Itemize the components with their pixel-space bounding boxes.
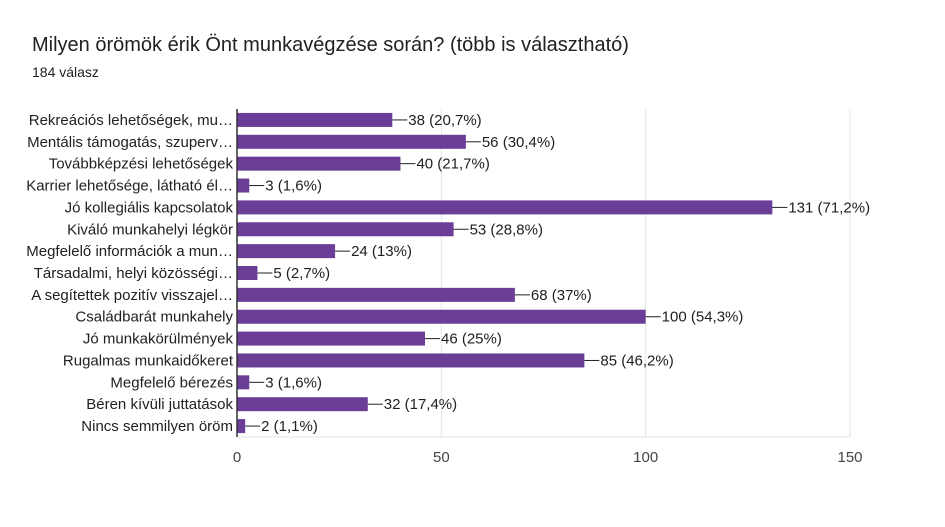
- chart-title: Milyen örömök érik Önt munkavégzése sorá…: [32, 34, 629, 56]
- bar: [237, 287, 515, 302]
- category-label: Kiváló munkahelyi légkör: [67, 221, 233, 238]
- x-tick-label: 0: [233, 449, 241, 466]
- category-label: Béren kívüli juttatások: [86, 396, 233, 413]
- category-label: Megfelelő információk a mun…: [26, 243, 233, 260]
- bar: [237, 397, 368, 412]
- category-label: Mentális támogatás, szuperv…: [27, 134, 233, 151]
- bar: [237, 200, 773, 215]
- value-label: 38 (20,7%): [408, 112, 481, 129]
- value-label: 40 (21,7%): [416, 156, 489, 173]
- category-label: Társadalmi, helyi közösségi…: [34, 265, 233, 282]
- bar: [237, 266, 258, 280]
- value-label: 24 (13%): [351, 243, 412, 260]
- category-label: Jó kollegiális kapcsolatok: [65, 199, 234, 216]
- value-label: 100 (54,3%): [662, 309, 744, 326]
- value-label: 3 (1,6%): [265, 178, 322, 195]
- category-label: Családbarát munkahely: [75, 309, 233, 326]
- value-label: 32 (17,4%): [384, 396, 457, 413]
- bar: [237, 178, 250, 193]
- bar: [237, 309, 646, 324]
- bar: [237, 331, 425, 346]
- category-label: Jó munkakörülmények: [83, 331, 234, 348]
- bar: [237, 375, 250, 390]
- bar: [237, 134, 466, 149]
- value-label: 56 (30,4%): [482, 134, 555, 151]
- response-count: 184 válasz: [32, 64, 99, 80]
- value-label: 5 (2,7%): [273, 265, 330, 282]
- value-label: 131 (71,2%): [788, 199, 870, 216]
- bar: [237, 156, 401, 171]
- x-tick-label: 150: [837, 449, 862, 466]
- value-label: 53 (28,8%): [470, 221, 543, 238]
- bar: [237, 112, 393, 127]
- x-tick-label: 100: [633, 449, 658, 466]
- value-label: 3 (1,6%): [265, 374, 322, 391]
- value-label: 68 (37%): [531, 287, 592, 304]
- category-label: Megfelelő bérezés: [110, 374, 233, 391]
- category-label: Rekreációs lehetőségek, mu…: [29, 112, 233, 129]
- x-tick-label: 50: [433, 449, 450, 466]
- category-label: Karrier lehetősége, látható él…: [26, 178, 233, 195]
- value-label: 46 (25%): [441, 331, 502, 348]
- category-label: Nincs semmilyen öröm: [81, 418, 233, 435]
- bar: [237, 244, 336, 259]
- bar: [237, 353, 585, 368]
- bar: [237, 419, 246, 434]
- category-label: A segítettek pozitív visszajel…: [31, 287, 233, 304]
- category-label: Rugalmas munkaidőkeret: [63, 352, 234, 369]
- value-label: 85 (46,2%): [600, 352, 673, 369]
- bar: [237, 222, 454, 237]
- value-label: 2 (1,1%): [261, 418, 318, 435]
- category-label: Továbbképzési lehetőségek: [49, 156, 234, 173]
